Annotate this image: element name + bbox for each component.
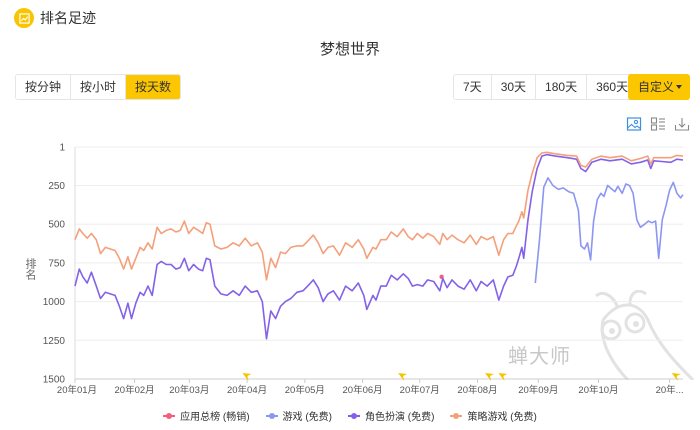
- by-hour-button[interactable]: 按小时: [71, 75, 127, 99]
- granularity-toggle: 按分钟 按小时 按天数: [15, 74, 182, 100]
- chart-toolbox: [626, 116, 690, 132]
- legend-marker-icon: [450, 412, 463, 419]
- x-tick-label: 20年07月: [400, 384, 440, 396]
- series-line: [74, 151, 684, 281]
- x-tick-label: 20年06月: [343, 384, 383, 396]
- x-tick-label: 20年02月: [115, 384, 155, 396]
- y-tick-label: 1250: [43, 336, 66, 347]
- legend-item[interactable]: 策略游戏 (免费): [450, 408, 537, 423]
- watermark-text: 蝉大师: [508, 346, 571, 368]
- caret-down-icon: [676, 85, 682, 89]
- chart-legend: 应用总榜 (畅销) 游戏 (免费) 角色扮演 (免费) 策略游戏 (免费): [0, 408, 700, 423]
- x-tick-label: 20年...: [656, 384, 684, 396]
- x-tick-label: 20年05月: [285, 384, 325, 396]
- page-header: 排名足迹: [14, 5, 96, 31]
- y-tick-label: 1: [59, 143, 65, 154]
- legend-marker-icon: [348, 412, 360, 419]
- legend-label: 应用总榜 (畅销): [180, 412, 250, 423]
- chart-badge-icon: [14, 8, 34, 28]
- y-tick-label: 1000: [43, 297, 66, 308]
- event-flag-icon[interactable]: [242, 373, 252, 381]
- x-tick-label: 20年08月: [457, 384, 497, 396]
- y-axis-label: 排名: [24, 258, 36, 280]
- y-tick-label: 750: [48, 258, 65, 269]
- chart-title: 梦想世界: [319, 41, 380, 58]
- header-title: 排名足迹: [40, 10, 96, 26]
- x-tick-label: 20年04月: [227, 384, 267, 396]
- custom-range-label: 自定义: [638, 80, 675, 94]
- event-flag-icon[interactable]: [671, 373, 681, 381]
- event-flag-icon[interactable]: [398, 373, 408, 381]
- y-tick-label: 1500: [43, 375, 66, 386]
- legend-item[interactable]: 角色扮演 (免费): [348, 408, 434, 423]
- legend-label: 策略游戏 (免费): [467, 412, 537, 423]
- y-tick-label: 500: [48, 220, 65, 231]
- event-flag-icon[interactable]: [498, 373, 508, 381]
- legend-item[interactable]: 游戏 (免费): [265, 408, 332, 423]
- x-tick-label: 20年10月: [578, 384, 618, 396]
- range-7d-button[interactable]: 7天: [454, 75, 492, 99]
- series-line: [534, 176, 684, 284]
- x-tick-label: 20年03月: [169, 384, 209, 396]
- event-flag-icon[interactable]: [485, 373, 495, 381]
- by-day-button[interactable]: 按天数: [126, 75, 181, 99]
- list-view-icon[interactable]: [650, 116, 666, 132]
- custom-range-dropdown[interactable]: 自定义: [628, 74, 690, 100]
- legend-marker-icon: [265, 412, 278, 419]
- by-minute-button[interactable]: 按分钟: [16, 75, 72, 99]
- series-line: [74, 153, 684, 340]
- legend-item[interactable]: 应用总榜 (畅销): [163, 408, 250, 423]
- range-30d-button[interactable]: 30天: [491, 75, 537, 99]
- x-tick-label: 20年09月: [518, 384, 558, 396]
- legend-label: 角色扮演 (免费): [365, 412, 435, 423]
- x-tick-label: 20年01月: [57, 384, 97, 396]
- download-icon[interactable]: [674, 116, 690, 132]
- range-180d-button[interactable]: 180天: [536, 75, 588, 99]
- y-tick-label: 250: [48, 181, 65, 192]
- range-toggle: 7天 30天 180天 360天: [453, 74, 639, 100]
- image-icon[interactable]: [626, 116, 642, 132]
- legend-marker-icon: [163, 412, 176, 419]
- legend-label: 游戏 (免费): [282, 412, 332, 423]
